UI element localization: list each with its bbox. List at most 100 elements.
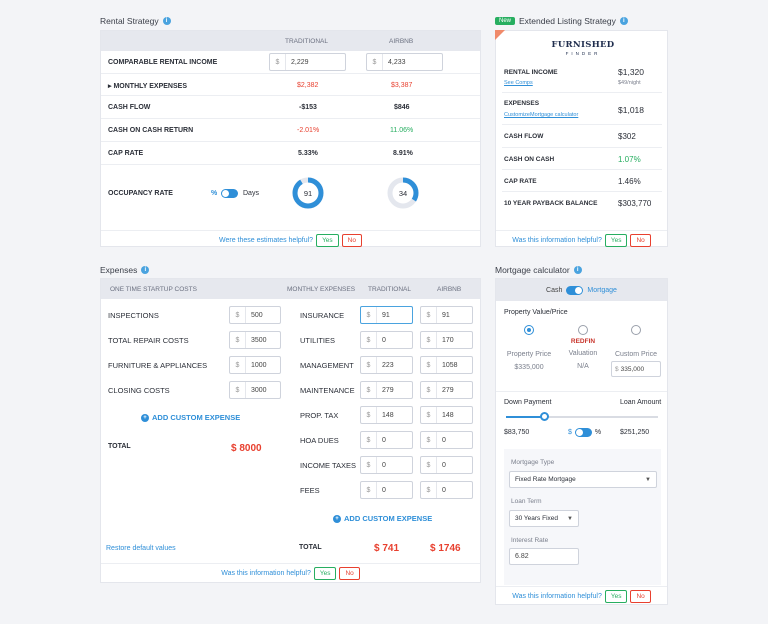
feedback-yes-button[interactable]: Yes (604, 234, 628, 247)
startup-input[interactable]: $3000 (229, 381, 281, 399)
ext-row-cap: CAP RATE 1.46% (502, 170, 662, 192)
interest-rate-label: Interest Rate (511, 537, 549, 544)
startup-input[interactable]: $500 (229, 306, 281, 324)
rental-row-label: CASH FLOW (108, 104, 151, 111)
dollar-prefix: $ (230, 357, 246, 373)
cash-mortgage-toggle[interactable] (566, 285, 584, 295)
see-comps-link[interactable]: See Comps (504, 80, 533, 86)
airbnb-income-input[interactable]: $4,233 (366, 53, 443, 71)
dollar-prefix: $ (421, 332, 437, 348)
restore-defaults-link[interactable]: Restore default values (106, 545, 176, 552)
rental-row-cashflow: CASH FLOW -$153 $846 (101, 96, 480, 119)
startup-costs-header: ONE TIME STARTUP COSTS (110, 286, 197, 293)
airbnb-input[interactable]: $279 (420, 381, 473, 399)
startup-input[interactable]: $1000 (229, 356, 281, 374)
expand-caret-icon[interactable]: ▸ (108, 83, 112, 90)
startup-label: TOTAL REPAIR COSTS (108, 336, 189, 345)
expenses-title: Expenses i (100, 265, 150, 275)
traditional-input[interactable]: $0 (360, 481, 413, 499)
dollar-prefix: $ (421, 457, 437, 473)
mortgage-calculator-link[interactable]: Mortgage calculator (530, 112, 579, 118)
mortgage-type-select[interactable]: Fixed Rate Mortgage ▼ (509, 471, 657, 488)
expenses-label: Expenses (100, 265, 138, 275)
input-value: 1058 (442, 361, 458, 369)
col-traditional-header: TRADITIONAL (285, 38, 328, 45)
radio-unselected-icon[interactable] (578, 325, 588, 335)
option-property-price[interactable]: Property Price $335,000 (502, 325, 556, 371)
furnished-finder-logo: FURNISHED FINDER (548, 40, 618, 56)
rental-row-expenses[interactable]: ▸ MONTHLY EXPENSES $2,382 $3,387 (101, 74, 480, 96)
radio-selected-icon[interactable] (524, 325, 534, 335)
rental-row-label: OCCUPANCY RATE (108, 190, 173, 197)
cash-label: Cash (546, 286, 563, 294)
option-custom-price[interactable]: Custom Price $335,000 (608, 325, 664, 377)
airbnb-input[interactable]: $0 (420, 481, 473, 499)
info-icon[interactable]: i (573, 266, 582, 274)
info-icon[interactable]: i (162, 17, 171, 25)
info-icon[interactable]: i (619, 17, 628, 25)
mortgage-label: Mortgage (587, 286, 617, 294)
divider (496, 391, 667, 392)
traditional-value: 5.33% (298, 150, 318, 157)
percent-days-toggle[interactable] (221, 189, 238, 198)
airbnb-input[interactable]: $170 (420, 331, 473, 349)
dollar-prefix: $ (615, 365, 619, 373)
input-value: 0 (442, 486, 446, 494)
feedback-no-button[interactable]: No (339, 567, 360, 580)
rental-table-header: TRADITIONAL AIRBNB (101, 31, 480, 51)
feedback-no-button[interactable]: No (630, 590, 651, 603)
rental-strategy-title: Rental Strategy i (100, 16, 171, 26)
input-value: 223 (382, 361, 394, 369)
option-value: $335,000 (514, 364, 544, 371)
monthly-total-traditional: $ 741 (374, 543, 400, 554)
loan-term-select[interactable]: 30 Years Fixed ▼ (509, 510, 579, 527)
feedback-yes-button[interactable]: Yes (313, 567, 337, 580)
dollar-percent-toggle[interactable] (574, 428, 592, 437)
down-payment-slider[interactable] (506, 412, 658, 421)
traditional-input[interactable]: $0 (360, 456, 413, 474)
input-value: 91 (442, 311, 450, 319)
customize-link[interactable]: Customize (504, 112, 530, 118)
radio-unselected-icon[interactable] (631, 325, 641, 335)
traditional-income-input[interactable]: $2,229 (269, 53, 346, 71)
traditional-input[interactable]: $0 (360, 431, 413, 449)
add-custom-expense-button[interactable]: + ADD CUSTOM EXPENSE (141, 413, 240, 422)
input-value: 500 (251, 311, 263, 319)
ext-expenses-value: $1,018 (618, 105, 644, 115)
airbnb-input[interactable]: $0 (420, 431, 473, 449)
feedback-yes-button[interactable]: Yes (604, 590, 628, 603)
monthly-row: UTILITIES $0 $170 (293, 328, 481, 353)
traditional-input[interactable]: $279 (360, 381, 413, 399)
airbnb-input[interactable]: $0 (420, 456, 473, 474)
monthly-label: PROP. TAX (300, 411, 339, 420)
add-custom-expense-button-2[interactable]: + ADD CUSTOM EXPENSE (333, 514, 432, 523)
plus-circle-icon: + (333, 514, 341, 523)
chevron-down-icon: ▼ (645, 476, 651, 483)
input-value: 279 (382, 386, 394, 394)
monthly-total-airbnb: $ 1746 (430, 543, 461, 554)
monthly-label: INSURANCE (300, 311, 345, 320)
dollar-prefix: $ (421, 407, 437, 423)
traditional-input[interactable]: $0 (360, 331, 413, 349)
startup-input[interactable]: $3500 (229, 331, 281, 349)
airbnb-input[interactable]: $148 (420, 406, 473, 424)
traditional-input[interactable]: $148 (360, 406, 413, 424)
option-valuation[interactable]: REDFIN Valuation N/A (556, 325, 610, 370)
traditional-input[interactable]: $91 (360, 306, 413, 324)
input-value: 1000 (251, 361, 267, 369)
per-night-value: $49/night (618, 80, 641, 86)
interest-rate-input[interactable]: 6.82 (509, 548, 579, 565)
extended-feedback: Was this information helpful? Yes No (496, 230, 667, 247)
traditional-input[interactable]: $223 (360, 356, 413, 374)
slider-thumb[interactable] (540, 412, 549, 421)
feedback-no-button[interactable]: No (630, 234, 651, 247)
rental-row-label: CASH ON CASH RETURN (108, 127, 194, 134)
custom-price-input[interactable]: $335,000 (611, 361, 661, 377)
percent-label: % (211, 190, 218, 197)
info-icon[interactable]: i (141, 266, 150, 274)
feedback-no-button[interactable]: No (341, 234, 362, 247)
feedback-yes-button[interactable]: Yes (316, 234, 339, 247)
airbnb-input[interactable]: $1058 (420, 356, 473, 374)
airbnb-input[interactable]: $91 (420, 306, 473, 324)
startup-label: INSPECTIONS (108, 311, 159, 320)
